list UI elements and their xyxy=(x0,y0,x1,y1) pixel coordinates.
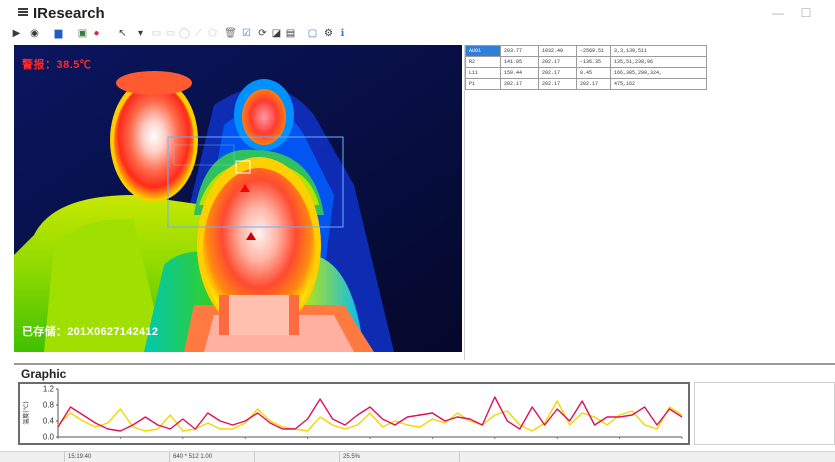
y-tick-label: 0.0 xyxy=(43,433,55,442)
maximize-button[interactable]: ☐ xyxy=(800,6,812,20)
app-title: IResearch xyxy=(33,5,105,22)
table-cell: -2569.51 xyxy=(576,45,611,57)
rectangle2-tool-icon[interactable]: ▭ xyxy=(165,28,176,39)
table-row[interactable]: AU01 203.77 1032.40 -2569.51 3,3,139,511 xyxy=(465,45,707,57)
polygon-tool-icon[interactable]: ⬠ xyxy=(208,28,217,39)
table-cell: 0.45 xyxy=(576,67,611,79)
table-cell: 202.17 xyxy=(538,78,577,90)
record-icon[interactable]: ◉ xyxy=(30,28,39,39)
status-cell xyxy=(255,452,340,462)
rotate-icon[interactable]: ⟳ xyxy=(258,28,267,39)
status-cell: 15:19:40 xyxy=(65,452,170,462)
status-cell: 640 * 512 1.00 xyxy=(170,452,255,462)
table-cell: AU01 xyxy=(465,45,501,57)
table-row[interactable]: P1 202.17 202.17 202.17 475,162 xyxy=(465,78,707,90)
table-cell: 202.17 xyxy=(538,67,577,79)
title-bar: IResearch — ☐ xyxy=(0,0,835,26)
table-cell: 202.17 xyxy=(576,78,611,90)
measurement-table-panel: AU01 203.77 1032.40 -2569.51 3,3,139,511 R2 14… xyxy=(464,45,835,360)
y-tick-label: 0.4 xyxy=(43,417,55,426)
table-cell: 159.44 xyxy=(500,67,539,79)
chart-side-panel xyxy=(694,382,835,445)
measurement-table: AU01 203.77 1032.40 -2569.51 3,3,139,511 R2 14… xyxy=(465,45,707,90)
info-icon[interactable]: ℹ xyxy=(340,28,345,39)
table-cell: 135,51,238,96 xyxy=(610,56,707,68)
table-cell: 3,3,139,511 xyxy=(610,45,707,57)
settings-icon[interactable]: ⚙ xyxy=(324,28,333,39)
rectangle-tool-icon[interactable]: ▭ xyxy=(151,28,162,39)
app-menu-icon[interactable] xyxy=(18,8,28,17)
toolbar: ▶ ◉ ▆ ▣ ● ↖ ▾ ▭ ▭ ◯ ⟋ ⬠ 🗑 ☑ ⟳ ◪ ▤ ▢ ⚙ ℹ xyxy=(10,27,430,43)
table-cell: L11 xyxy=(465,67,501,79)
table-cell: 141.05 xyxy=(500,56,539,68)
cursor-icon[interactable]: ↖ xyxy=(118,28,127,39)
table-cell: 202.17 xyxy=(500,78,539,90)
table-cell: 1032.40 xyxy=(538,45,577,57)
table-row[interactable]: L11 159.44 202.17 0.45 166,385,299,324, xyxy=(465,67,707,79)
table-cell: 203.77 xyxy=(500,45,539,57)
status-cell: 25.5% xyxy=(340,452,460,462)
temperature-chart-svg: 1.2 0.8 0.4 0.0 温度(℃) xyxy=(22,385,683,442)
thermal-image-viewer[interactable]: 警报：38.5℃ 已存储：201X0627142412 xyxy=(14,45,462,352)
thermal-image[interactable] xyxy=(14,45,462,352)
table-cell: 202.17 xyxy=(538,56,577,68)
y-tick-label: 1.2 xyxy=(43,385,55,394)
ellipse-tool-icon[interactable]: ◯ xyxy=(178,28,191,39)
alarm-label: 警报：38.5℃ xyxy=(22,59,92,71)
series-line-0 xyxy=(57,396,683,432)
line-tool-icon[interactable]: ⟋ xyxy=(195,28,202,39)
graphic-title: Graphic xyxy=(21,367,67,381)
play-icon[interactable]: ▶ xyxy=(12,28,21,39)
window-icon[interactable]: ▢ xyxy=(307,28,318,39)
table-cell: -136.35 xyxy=(576,56,611,68)
status-cell xyxy=(0,452,65,462)
y-axis-label: 温度(℃) xyxy=(22,401,30,424)
open-image-icon[interactable]: ▣ xyxy=(77,28,88,39)
trash-icon[interactable]: 🗑 xyxy=(224,28,237,39)
table-cell: 166,385,299,324, xyxy=(610,67,707,79)
record-dot-icon[interactable]: ● xyxy=(93,28,100,39)
minimize-button[interactable]: — xyxy=(772,6,784,20)
roi-rectangle[interactable] xyxy=(167,136,344,228)
y-tick-label: 0.8 xyxy=(43,401,55,410)
table-cell: P1 xyxy=(465,78,501,90)
table-cell: R2 xyxy=(465,56,501,68)
table-row[interactable]: R2 141.05 202.17 -136.35 135,51,238,96 xyxy=(465,56,707,68)
checkbox-icon[interactable]: ☑ xyxy=(242,28,251,39)
graphic-panel: Graphic 1.2 0.8 0.4 0.0 温度(℃) xyxy=(14,363,835,447)
save-icon[interactable]: ▆ xyxy=(54,28,63,39)
series-line-1 xyxy=(57,400,683,432)
gallery-icon[interactable]: ▤ xyxy=(285,28,296,39)
graph-icon[interactable]: ◪ xyxy=(271,28,282,39)
temperature-chart[interactable]: 1.2 0.8 0.4 0.0 温度(℃) xyxy=(18,382,690,445)
caret-icon[interactable]: ▾ xyxy=(137,28,144,39)
status-bar: 15:19:40 640 * 512 1.00 25.5% xyxy=(0,451,835,462)
table-cell: 475,162 xyxy=(610,78,707,90)
saved-label: 已存储：201X0627142412 xyxy=(22,326,159,338)
